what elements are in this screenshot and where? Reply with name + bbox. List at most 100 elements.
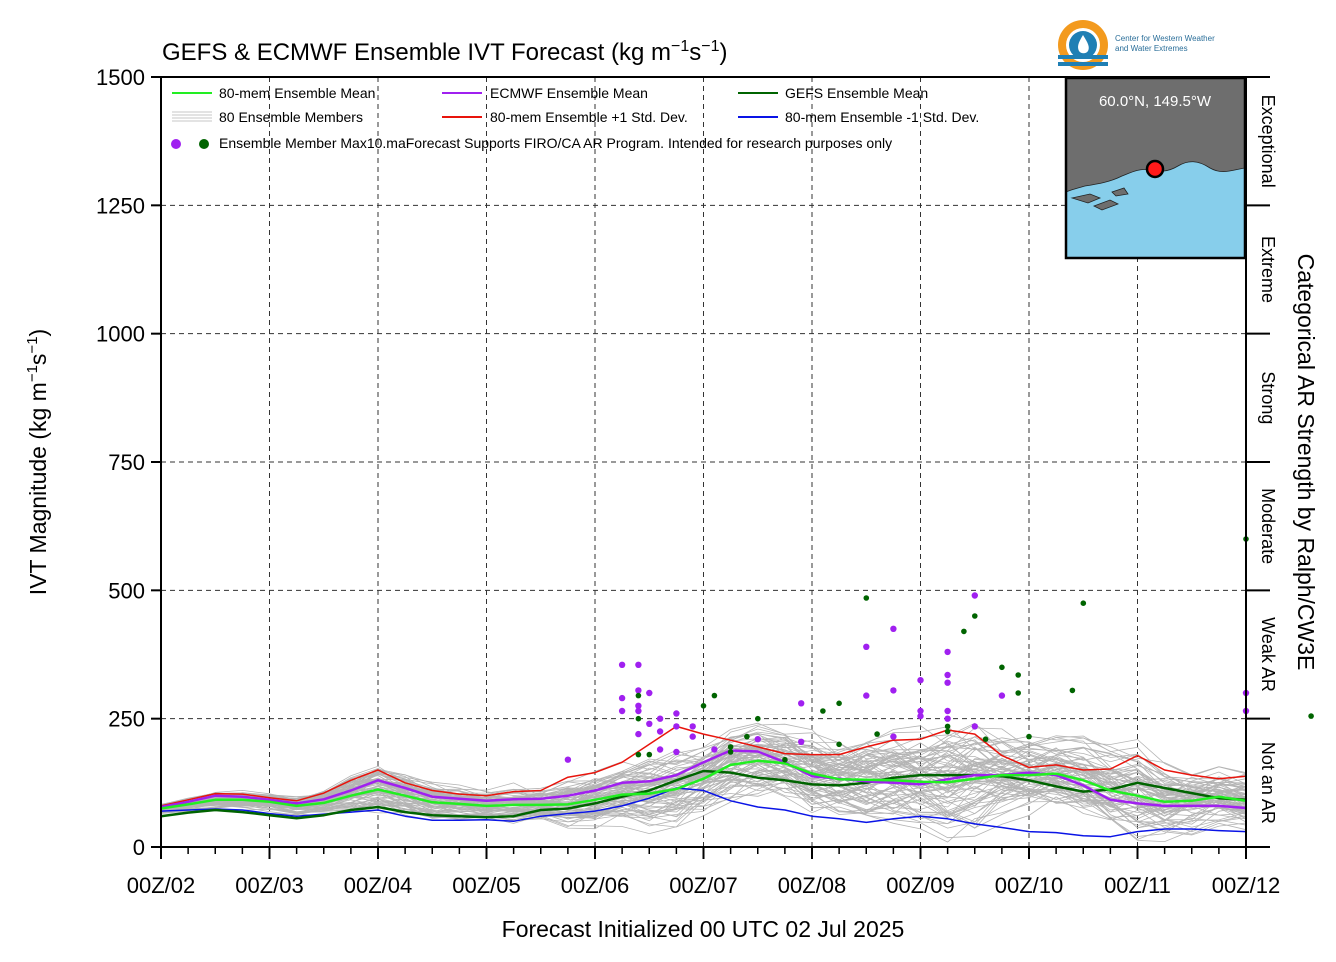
ecmwf-max-point — [646, 689, 653, 697]
ecmwf-max-point — [798, 738, 805, 745]
ecmwf-max-point — [754, 736, 761, 743]
gefs-max-point — [635, 715, 642, 722]
series-lines — [160, 725, 1247, 838]
x-axis-label: Forecast Initialized 00 UTC 02 Jul 2025 — [502, 916, 905, 942]
y-tick-label: 0 — [133, 835, 145, 860]
ecmwf-max-point — [689, 733, 696, 740]
gefs-max-point — [944, 728, 951, 735]
legend-label-ens-mean: 80-mem Ensemble Mean — [219, 85, 375, 101]
gefs-max-point — [1308, 713, 1314, 719]
ecmwf-max-point — [564, 756, 572, 763]
ecmwf-max-point — [944, 671, 951, 679]
ecmwf-max-point — [635, 661, 642, 668]
ecmwf-max-point — [863, 692, 870, 699]
y-tick-label: 500 — [108, 578, 145, 603]
member-line — [160, 763, 1247, 822]
member-line — [160, 771, 1247, 835]
chart-title: GEFS & ECMWF Ensemble IVT Forecast (kg m… — [162, 38, 728, 66]
ecmwf-max-point — [635, 707, 642, 715]
x-tick-label: 00Z/10 — [995, 873, 1064, 898]
gefs-max-point — [700, 703, 707, 709]
location-marker-icon — [1145, 159, 1165, 179]
gefs-max-point — [972, 613, 978, 619]
ecmwf-max-point — [618, 661, 626, 668]
ecmwf-max-point — [711, 746, 718, 753]
x-tick-label: 00Z/07 — [669, 873, 738, 898]
ecmwf-max-point — [971, 723, 978, 730]
ecmwf-max-point — [656, 728, 664, 735]
member-line — [160, 742, 1247, 805]
y-tick-label: 750 — [108, 450, 145, 475]
ecmwf-max-point — [944, 707, 951, 715]
ecmwf-max-point — [618, 707, 626, 715]
ecmwf-max-point — [689, 723, 696, 730]
gefs-max-point — [711, 692, 718, 699]
member-line — [160, 763, 1247, 819]
legend-label-minus-std: 80-mem Ensemble -1 Std. Dev. — [785, 109, 979, 125]
category-label: Extreme — [1258, 236, 1278, 303]
member-line — [160, 734, 1247, 805]
ecmwf-mean-line — [160, 749, 1247, 810]
legend-swatch-gefs-max — [199, 139, 209, 149]
gefs-max-point — [982, 736, 989, 742]
ecmwf-max-point — [944, 679, 951, 686]
ecmwf-max-point — [917, 712, 924, 720]
ecmwf-max-point — [944, 715, 951, 722]
ecmwf-max-point — [890, 625, 897, 632]
ecmwf-max-point — [944, 648, 951, 656]
gefs-max-point — [744, 733, 750, 740]
legend-label-plus-std: 80-mem Ensemble +1 Std. Dev. — [490, 109, 688, 125]
legend-label-max-points: Ensemble Member Max10.maForecast Support… — [219, 135, 892, 151]
category-label: Not an AR — [1258, 742, 1278, 824]
legend-swatch-ecmwf-max — [171, 139, 181, 149]
x-tick-label: 00Z/03 — [235, 873, 304, 898]
x-tick-label: 00Z/09 — [886, 873, 955, 898]
ecmwf-max-point — [673, 748, 680, 756]
x-tick-label: 00Z/04 — [344, 873, 413, 898]
legend: 80-mem Ensemble Mean ECMWF Ensemble Mean… — [171, 85, 979, 151]
gefs-max-point — [782, 756, 788, 763]
axis-ticks: 0 250 500 750 1000 1250 1500 00Z/02 00Z/03 00Z/04… — [96, 65, 1280, 898]
gefs-max-point — [1015, 672, 1021, 678]
map-islands — [1070, 187, 1129, 211]
ecmwf-max-point — [656, 715, 664, 722]
y-tick-label: 250 — [108, 707, 145, 732]
ecmwf-max-point — [646, 720, 653, 727]
category-label: Strong — [1258, 371, 1278, 424]
ecmwf-max-point — [635, 702, 642, 709]
category-axis-label: Categorical AR Strength by Ralph/CW3E — [1293, 254, 1319, 671]
gefs-max-point — [961, 628, 967, 635]
ar-category-labels: Not an AR Weak AR Moderate Strong Extreme Exc… — [1246, 76, 1278, 848]
member-line — [160, 780, 1247, 843]
plus-std-line — [160, 725, 1247, 807]
gefs-max-point — [755, 715, 761, 722]
y-axis-label: IVT Magnitude (kg m−1s−1) — [24, 329, 51, 595]
gefs-max-point — [635, 751, 642, 758]
gefs-max-point — [1026, 733, 1032, 740]
y-tick-label: 1250 — [96, 193, 145, 218]
x-tick-label: 00Z/08 — [778, 873, 847, 898]
gefs-max-point — [646, 751, 653, 758]
ecmwf-max-point — [917, 677, 924, 684]
ecmwf-max-point — [798, 700, 805, 707]
max-points — [564, 536, 1314, 763]
location-inset-map: 60.0°N, 149.5°W — [1064, 76, 1247, 260]
ecmwf-max-point — [890, 733, 897, 740]
category-label: Weak AR — [1258, 617, 1278, 692]
legend-label-ecmwf-mean: ECMWF Ensemble Mean — [490, 85, 648, 101]
x-tick-label: 00Z/02 — [127, 873, 196, 898]
gefs-max-point — [836, 700, 842, 707]
legend-swatch-members — [172, 111, 212, 122]
legend-label-members: 80 Ensemble Members — [219, 109, 363, 125]
x-tick-label: 00Z/06 — [561, 873, 630, 898]
legend-label-gefs-mean: GEFS Ensemble Mean — [785, 85, 928, 101]
ecmwf-max-point — [635, 687, 642, 694]
gefs-max-point — [727, 744, 734, 750]
gefs-max-point — [635, 692, 642, 699]
map-border — [1064, 76, 1247, 260]
category-label: Moderate — [1258, 488, 1278, 564]
ecmwf-max-point — [673, 710, 680, 717]
gefs-max-point — [820, 708, 826, 714]
ecmwf-max-point — [917, 707, 924, 715]
